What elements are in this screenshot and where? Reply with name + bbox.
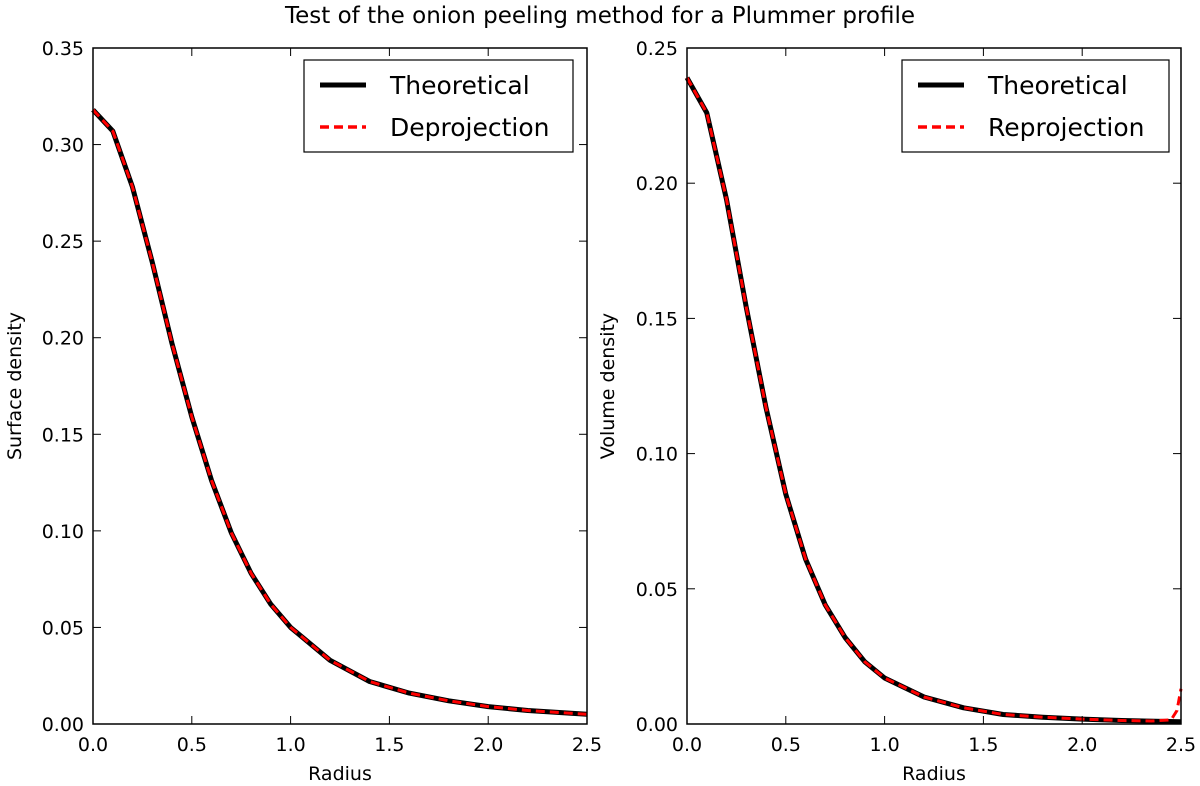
x-tick-label: 2.0	[473, 734, 503, 756]
x-tick-label: 1.0	[869, 734, 899, 756]
legend-box	[303, 59, 574, 153]
x-axis-label: Radius	[902, 763, 966, 785]
legend-label-theoretical: Theoretical	[987, 71, 1128, 100]
x-tick-label: 0.0	[78, 734, 108, 756]
x-tick-label: 1.5	[374, 734, 404, 756]
legend: Theoretical Deprojection	[303, 59, 574, 153]
legend: Theoretical Reprojection	[901, 59, 1170, 153]
y-axis-label: Volume density	[597, 313, 619, 459]
x-tick-label: 0.0	[672, 734, 702, 756]
y-tick-label: 0.10	[42, 521, 84, 543]
axes-frame	[686, 47, 1182, 725]
axes-frame	[92, 47, 588, 725]
y-tick-label: 0.35	[42, 38, 84, 60]
series-line-deprojection	[91, 108, 588, 716]
y-tick-label: 0.10	[636, 444, 678, 466]
x-tick-label: 0.5	[177, 734, 207, 756]
legend-box	[901, 59, 1170, 153]
y-tick-label: 0.25	[42, 231, 84, 253]
x-tick-label: 1.0	[275, 734, 305, 756]
legend-label-reprojection: Reprojection	[988, 113, 1144, 142]
y-tick-label: 0.05	[42, 617, 84, 639]
legend-label-deprojection: Deprojection	[390, 113, 550, 142]
x-axis-label: Radius	[308, 763, 372, 785]
x-tick-label: 2.0	[1067, 734, 1097, 756]
x-tick-label: 2.5	[572, 734, 602, 756]
x-tick-label: 0.5	[771, 734, 801, 756]
chart-panel-2: 0.0 0.5 1.0 1.5 2.0 2.5 0.00 0.05 0.10 0.15 0.20 0.…	[597, 38, 1196, 785]
y-tick-label: 0.05	[636, 579, 678, 601]
y-tick-label: 0.20	[42, 328, 84, 350]
series-line-theoretical	[684, 76, 1182, 725]
legend-label-theoretical: Theoretical	[389, 71, 530, 100]
y-tick-label: 0.00	[42, 714, 84, 736]
y-tick-label: 0.20	[636, 173, 678, 195]
series-line-theoretical	[91, 108, 588, 717]
x-tick-label: 1.5	[968, 734, 998, 756]
y-tick-label: 0.15	[42, 424, 84, 446]
y-tick-label: 0.30	[42, 135, 84, 157]
y-tick-label: 0.00	[636, 714, 678, 736]
chart-panel-1: 0.0 0.5 1.0 1.5 2.0 2.5 0.00 0.05 0.10 0.15 0.20 0.…	[4, 38, 602, 785]
x-tick-label: 2.5	[1166, 734, 1196, 756]
y-tick-label: 0.25	[636, 38, 678, 60]
figure-title: Test of the onion peeling method for a P…	[285, 3, 915, 29]
y-tick-label: 0.15	[636, 308, 678, 330]
series-line-reprojection	[685, 76, 1183, 723]
y-axis-label: Surface density	[4, 312, 26, 460]
